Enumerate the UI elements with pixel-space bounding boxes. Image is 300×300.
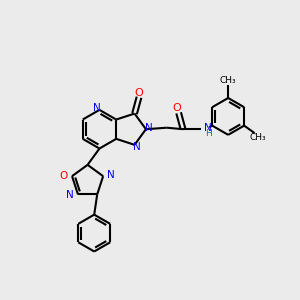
Text: N: N — [205, 123, 212, 133]
Text: N: N — [93, 103, 101, 113]
Text: CH₃: CH₃ — [249, 133, 266, 142]
Text: N: N — [107, 170, 115, 180]
Text: CH₃: CH₃ — [220, 76, 236, 85]
Text: O: O — [59, 171, 67, 181]
Text: O: O — [135, 88, 143, 98]
Text: N: N — [66, 190, 74, 200]
Text: O: O — [173, 103, 182, 113]
Text: H: H — [205, 129, 212, 138]
Text: N: N — [145, 123, 153, 133]
Text: N: N — [133, 142, 141, 152]
